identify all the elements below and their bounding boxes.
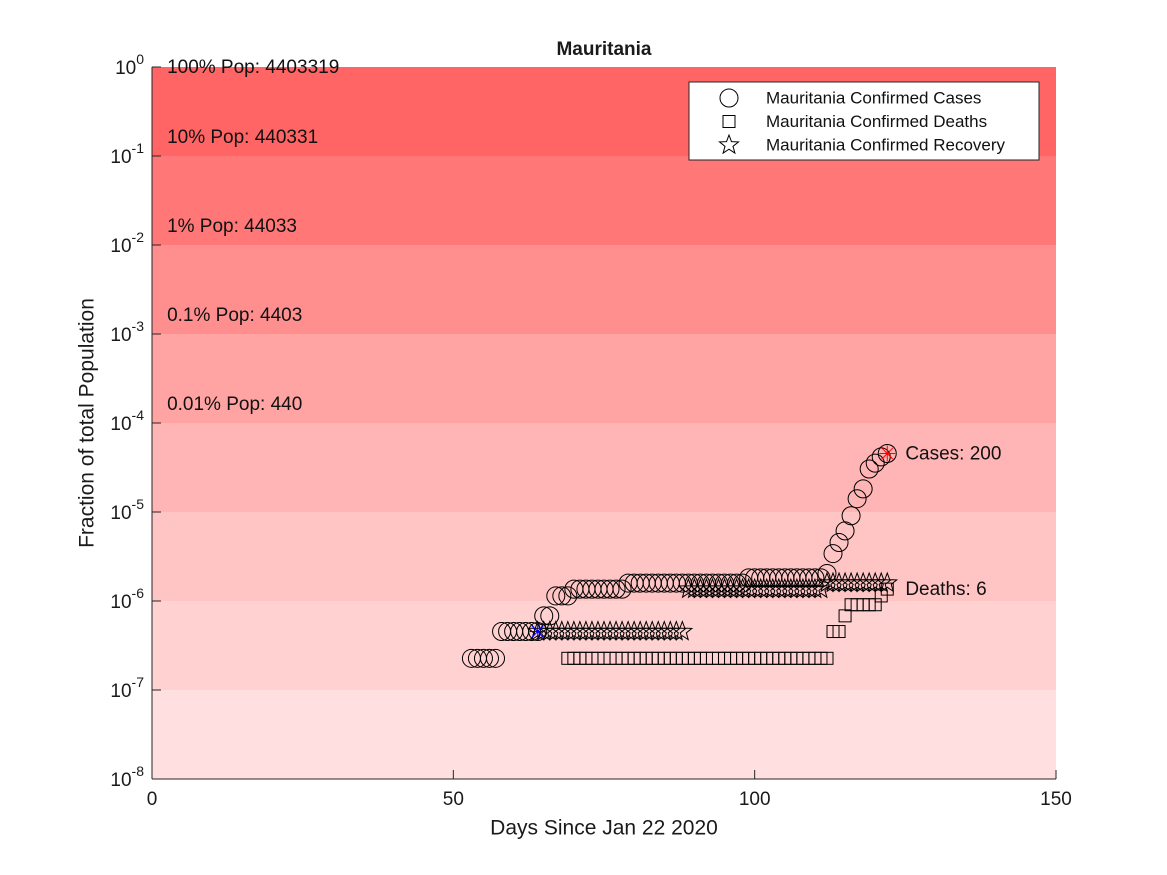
band-label: 1% Pop: 44033 (167, 216, 297, 237)
y-tick-label: 10-8 (110, 763, 144, 791)
legend-label: Mauritania Confirmed Recovery (766, 135, 1006, 154)
population-band (152, 690, 1056, 779)
population-band (152, 423, 1056, 512)
x-tick-label: 0 (147, 789, 158, 810)
marker-circle (877, 444, 897, 464)
marker-circle (612, 579, 632, 599)
marker-circle (540, 606, 560, 626)
marker-circle (853, 479, 873, 499)
y-tick-label: 100 (115, 51, 144, 79)
y-axis-label: Fraction of total Population (76, 298, 99, 548)
y-tick-label: 10-3 (110, 318, 144, 346)
marker-star (876, 571, 899, 593)
y-tick-label: 10-1 (110, 140, 144, 168)
population-band (152, 245, 1056, 334)
y-tick-base: 10 (110, 681, 131, 702)
y-tick-base: 10 (110, 414, 131, 435)
y-tick-label: 10-2 (110, 229, 144, 257)
legend-marker (719, 88, 739, 108)
y-tick-base: 10 (115, 58, 136, 79)
band-label: 0.1% Pop: 4403 (167, 305, 302, 326)
marker-circle (727, 573, 747, 593)
population-band (152, 601, 1056, 690)
y-tick-label: 10-6 (110, 585, 144, 613)
y-tick-base: 10 (110, 592, 131, 613)
marker-circle (847, 489, 867, 509)
marker-star (665, 620, 688, 641)
annotation: Cases: 200 (905, 444, 1001, 465)
y-tick-exponent: 0 (136, 51, 144, 67)
band-label: 100% Pop: 4403319 (167, 57, 339, 78)
legend-marker (718, 133, 740, 155)
x-tick-label: 50 (443, 789, 464, 810)
x-tick-label: 150 (1040, 789, 1072, 810)
y-tick-exponent: -6 (132, 585, 145, 601)
axes (151, 66, 1057, 780)
y-tick-base: 10 (110, 236, 131, 257)
marker-circle (823, 544, 843, 564)
marker-circle (733, 573, 753, 593)
band-label: 10% Pop: 440331 (167, 127, 318, 148)
marker-circle (865, 453, 885, 473)
marker-circle (479, 648, 499, 668)
y-tick-exponent: -5 (132, 496, 145, 512)
y-tick-base: 10 (110, 770, 131, 791)
legend: Mauritania Confirmed Cases Mauritania Con… (688, 81, 1040, 161)
marker-circle (721, 573, 741, 593)
marker-circle (600, 579, 620, 599)
marker-star (870, 571, 893, 593)
y-tick-base: 10 (110, 325, 131, 346)
marker-circle (811, 568, 831, 588)
y-tick-exponent: -8 (132, 763, 145, 779)
marker-circle (859, 459, 879, 479)
marker-circle (552, 586, 572, 606)
legend-label: Mauritania Confirmed Cases (766, 88, 981, 107)
y-tick-base: 10 (110, 503, 131, 524)
y-tick-base: 10 (110, 147, 131, 168)
marker-circle (534, 606, 554, 626)
y-tick-exponent: -2 (132, 229, 145, 245)
y-tick-label: 10-5 (110, 496, 144, 524)
marker-circle (473, 648, 493, 668)
annotation: Deaths: 6 (905, 579, 986, 600)
band-label: 0.01% Pop: 440 (167, 394, 302, 415)
marker-circle (829, 533, 849, 553)
y-tick-exponent: -1 (132, 140, 145, 156)
marker-circle (558, 586, 578, 606)
marker-circle (606, 579, 626, 599)
marker-circle (546, 586, 566, 606)
population-band (152, 334, 1056, 423)
highlight-asterisk (879, 445, 896, 462)
chart-title: Mauritania (556, 39, 651, 60)
population-band (152, 156, 1056, 245)
marker-square (832, 625, 846, 639)
marker-star (671, 620, 694, 641)
marker-circle (486, 648, 506, 668)
y-tick-label: 10-4 (110, 407, 144, 435)
legend-box (688, 81, 1040, 161)
x-tick-label: 100 (739, 789, 771, 810)
marker-circle (799, 568, 819, 588)
legend-label: Mauritania Confirmed Deaths (766, 112, 987, 131)
marker-circle (841, 506, 861, 526)
legend-marker (722, 115, 736, 128)
highlight-asterisk (529, 623, 546, 640)
marker-circle (805, 568, 825, 588)
y-tick-label: 10-7 (110, 674, 144, 702)
y-tick-exponent: -4 (132, 407, 145, 423)
marker-square (820, 651, 834, 665)
y-tick-exponent: -7 (132, 674, 145, 690)
y-tick-exponent: -3 (132, 318, 145, 334)
x-axis-label: Days Since Jan 22 2020 (490, 817, 718, 840)
population-band (152, 512, 1056, 601)
